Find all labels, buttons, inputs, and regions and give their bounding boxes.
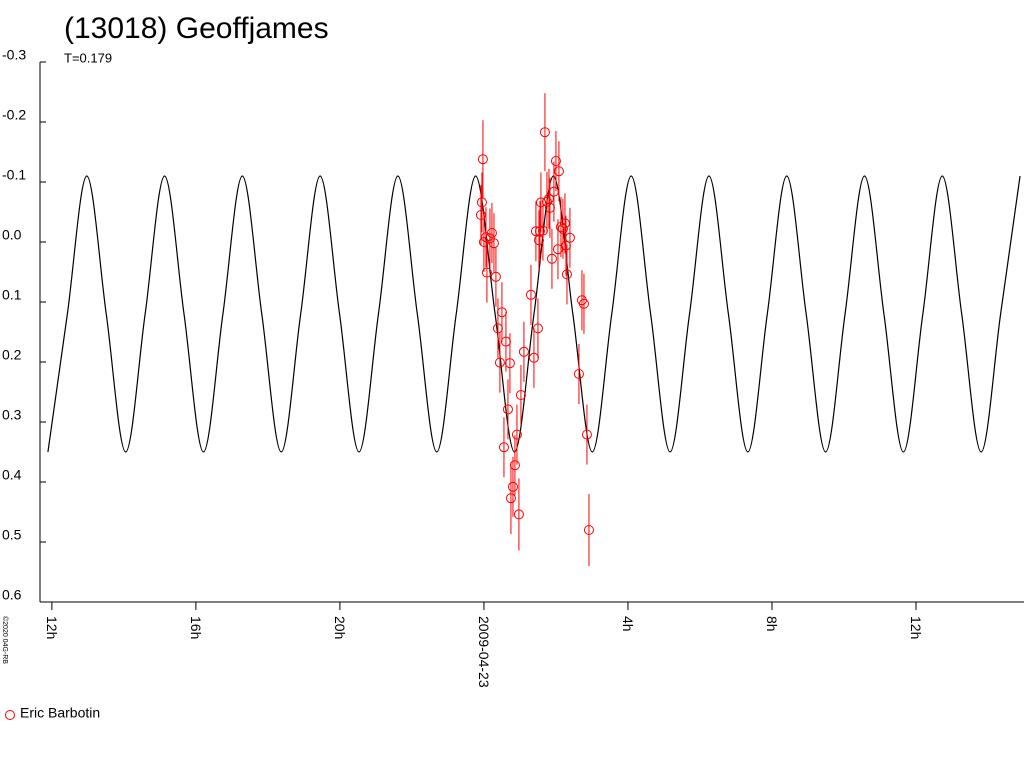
data-point: [486, 228, 497, 238]
data-point: [525, 289, 536, 300]
data-point: [561, 269, 572, 280]
data-point: [557, 223, 568, 234]
data-point: [500, 336, 511, 347]
data-point: [507, 481, 518, 492]
data-point: [515, 390, 526, 400]
data-point: [494, 357, 505, 368]
data-point: [544, 202, 555, 213]
x-tick-label: 8h: [764, 616, 780, 632]
x-tick-label: 20h: [332, 616, 348, 639]
data-point: [502, 404, 513, 415]
data-point: [546, 253, 557, 264]
y-tick-label: 0.1: [2, 287, 22, 303]
data-point: [518, 346, 529, 357]
data-point: [537, 225, 548, 236]
data-point: [541, 196, 552, 207]
chart-subtitle: T=0.179: [64, 50, 112, 65]
data-point: [509, 460, 520, 471]
data-point: [581, 429, 592, 440]
data-point: [528, 352, 539, 363]
data-point: [481, 267, 492, 278]
legend-label: Eric Barbotin: [20, 705, 100, 721]
data-point: [476, 197, 487, 208]
x-tick-label: 2009-04-23: [476, 616, 492, 688]
data-point: [496, 307, 507, 318]
data-point: [548, 186, 559, 197]
data-point: [573, 369, 584, 379]
x-tick-label: 12h: [44, 616, 60, 639]
credit: ©2020 04G-RB: [1, 616, 9, 664]
y-tick-label: -0.1: [2, 167, 26, 183]
data-point: [535, 197, 546, 208]
y-tick-label: -0.2: [2, 107, 26, 123]
data-point: [492, 323, 503, 334]
y-tick-label: 0.2: [2, 347, 22, 363]
x-tick-label: 12h: [908, 616, 924, 639]
y-tick-label: 0.4: [2, 467, 22, 483]
data-point: [564, 232, 575, 243]
data-point: [511, 429, 522, 440]
legend-marker: [5, 710, 15, 720]
data-point: [553, 166, 564, 177]
data-point: [504, 358, 515, 369]
data-point: [560, 240, 571, 251]
data-point: [559, 218, 570, 229]
data-point: [550, 156, 561, 166]
x-tick-label: 16h: [188, 616, 204, 639]
data-point: [477, 154, 488, 165]
y-tick-label: -0.3: [2, 47, 26, 63]
data-point: [532, 323, 543, 334]
data-point: [513, 509, 524, 520]
data-point: [552, 244, 563, 255]
data-point: [539, 127, 550, 138]
data-point: [530, 226, 541, 237]
y-tick-label: 0.0: [2, 227, 22, 243]
x-tick-label: 4h: [620, 616, 636, 632]
y-tick-label: 0.3: [2, 407, 22, 423]
y-tick-label: 0.6: [2, 587, 22, 603]
data-point: [478, 237, 489, 247]
fit-curve: [47, 175, 1021, 453]
data-point: [505, 493, 516, 504]
data-point: [475, 210, 486, 220]
data-point: [583, 525, 594, 535]
data-point: [490, 271, 501, 282]
data-point: [498, 442, 509, 453]
chart-title: (13018) Geoffjames: [64, 12, 329, 45]
data-point: [578, 298, 589, 309]
y-tick-label: 0.5: [2, 527, 22, 543]
data-point: [488, 238, 499, 249]
